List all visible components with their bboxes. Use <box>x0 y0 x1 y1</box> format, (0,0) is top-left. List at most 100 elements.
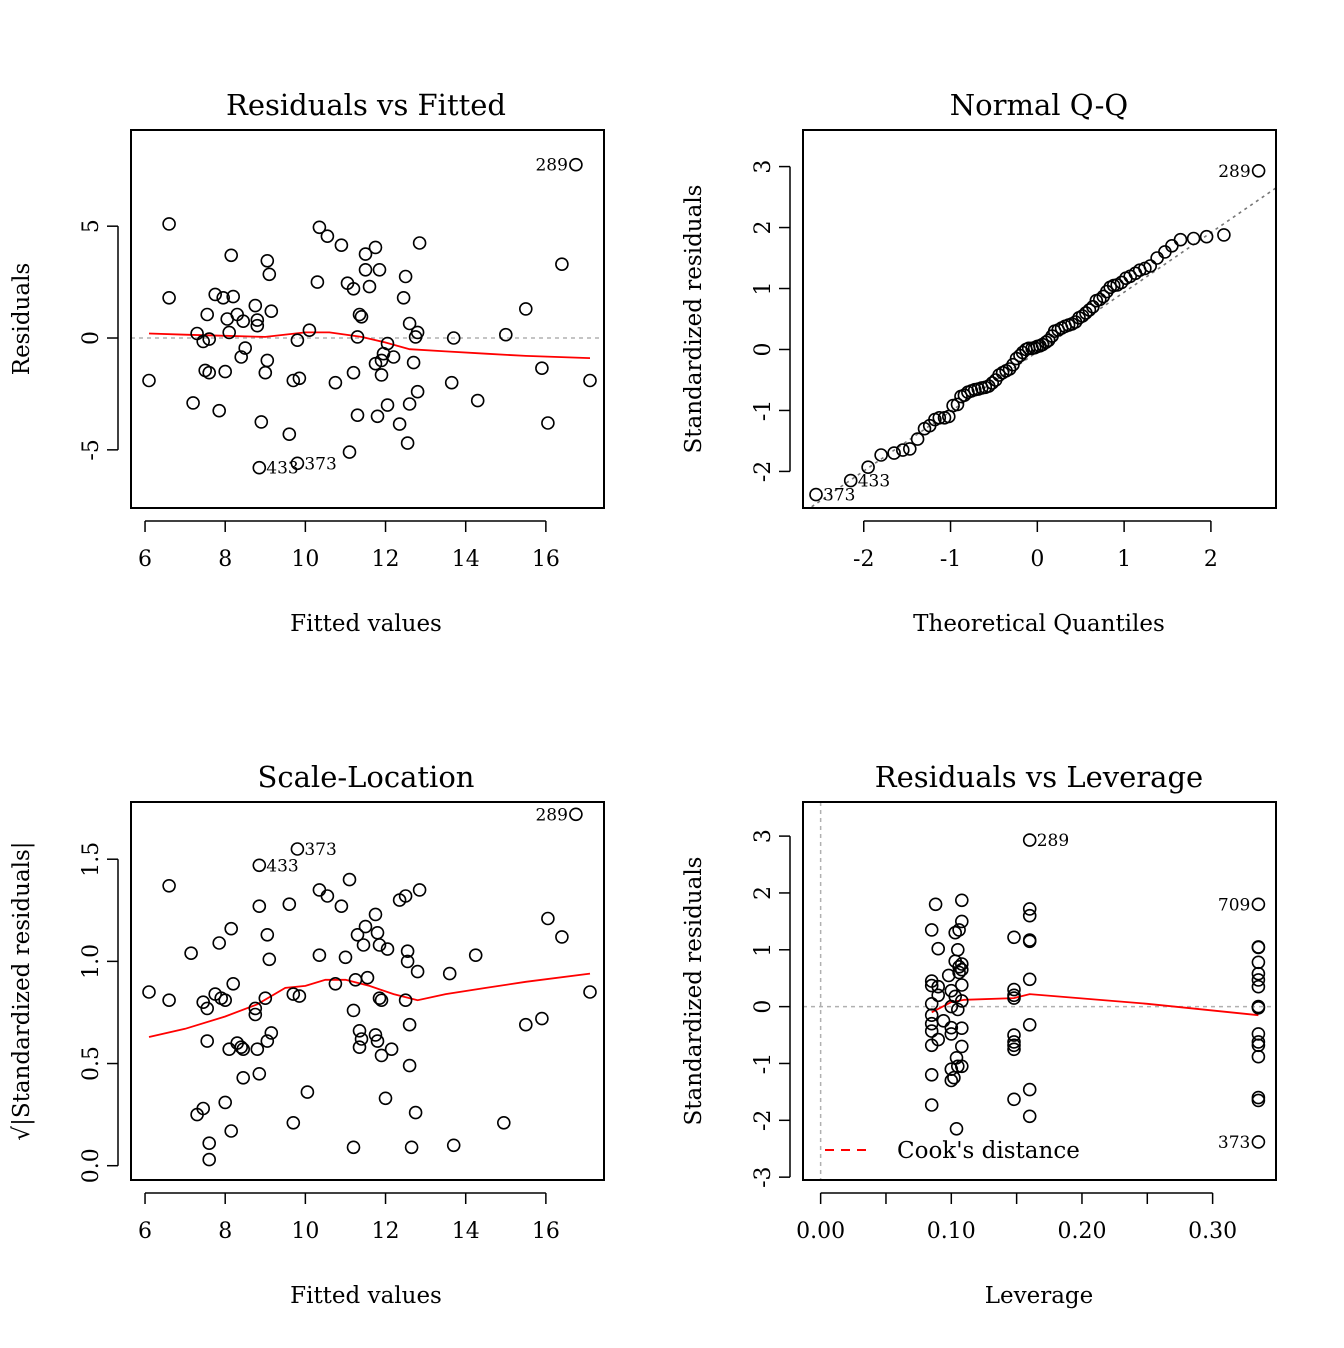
data-point <box>535 361 549 376</box>
data-point <box>282 427 297 442</box>
data-point <box>352 1024 367 1038</box>
data-point <box>286 1116 301 1130</box>
data-point <box>384 1042 399 1056</box>
x-tick-label: 10 <box>291 547 319 572</box>
data-point <box>470 393 485 408</box>
plot-area: 289 433 373 6 8 10 12 14 16 -5 0 5 <box>79 129 605 572</box>
data-point <box>949 1122 964 1136</box>
data-point <box>398 889 413 903</box>
data-point <box>402 397 417 411</box>
data-point <box>346 1003 361 1018</box>
data-point <box>950 397 965 412</box>
data-point <box>368 1028 383 1042</box>
data-point <box>1251 1049 1266 1064</box>
data-point <box>312 948 327 963</box>
data-point <box>252 899 267 914</box>
data-point <box>292 989 307 1003</box>
data-point <box>224 1124 238 1138</box>
data-point <box>350 408 365 423</box>
data-point <box>380 398 395 412</box>
data-point <box>931 988 946 1003</box>
chart-title: Residuals vs Fitted <box>226 88 506 122</box>
data-point <box>370 925 385 940</box>
data-point <box>328 375 343 390</box>
x-tick-label: -1 <box>940 547 961 572</box>
data-point <box>947 1070 961 1085</box>
data-point <box>1251 940 1266 955</box>
point-label: 433 <box>266 856 298 876</box>
point-label: 289 <box>1037 831 1069 851</box>
x-tick-label: 12 <box>372 547 400 572</box>
data-point <box>320 889 335 903</box>
data-point <box>142 985 156 999</box>
x-tick-label: 8 <box>218 1219 232 1244</box>
point-label: 289 <box>535 805 567 825</box>
data-point <box>346 281 361 296</box>
data-point <box>952 959 966 974</box>
data-point <box>518 302 533 316</box>
data-point <box>200 1001 214 1016</box>
data-point <box>1022 833 1037 847</box>
data-point <box>932 410 947 425</box>
data-point <box>1022 972 1037 987</box>
point-label: 433 <box>266 459 298 479</box>
data-point <box>254 415 269 429</box>
data-point <box>396 290 411 305</box>
y-tick-label: 3 <box>751 160 776 174</box>
y-tick-label: -3 <box>751 1166 776 1187</box>
data-point <box>1007 982 1021 997</box>
x-tick-label: 0 <box>1030 547 1044 572</box>
data-point <box>498 327 513 342</box>
data-point <box>386 350 401 364</box>
data-point <box>262 267 277 282</box>
point-label: 709 <box>1218 895 1250 915</box>
data-point <box>338 950 353 965</box>
y-tick-label: 1.5 <box>79 842 104 877</box>
point-label: 373 <box>823 486 855 506</box>
data-point <box>874 448 888 462</box>
data-point <box>398 269 413 284</box>
data-point <box>555 930 569 944</box>
data-point <box>1251 955 1266 970</box>
data-point <box>202 332 216 346</box>
data-point <box>936 1013 951 1028</box>
data-point <box>196 334 210 349</box>
data-point <box>380 336 395 351</box>
data-point <box>290 456 305 471</box>
data-point <box>250 318 265 333</box>
data-point <box>1007 991 1021 1005</box>
data-point <box>162 290 176 305</box>
x-tick-label: 12 <box>372 1219 400 1244</box>
data-point <box>948 925 963 940</box>
data-point <box>342 872 357 887</box>
data-point <box>1251 1090 1266 1105</box>
data-point <box>362 279 377 294</box>
data-point <box>583 373 597 388</box>
data-point <box>1007 1042 1021 1057</box>
data-point <box>402 1058 417 1073</box>
data-point <box>312 883 327 897</box>
data-point <box>264 1026 279 1040</box>
data-point <box>400 436 415 450</box>
data-point <box>1002 362 1017 376</box>
data-point <box>226 976 240 991</box>
x-tick-label: 8 <box>218 547 232 572</box>
data-point <box>300 1085 315 1099</box>
plot-frame <box>130 801 605 1181</box>
y-tick-label: 0 <box>751 1000 776 1014</box>
plot-area: 289 709 373 0.00 0.10 0.20 0.30 -3 -2 -1 0 1 2 3 <box>751 801 1277 1244</box>
data-point <box>1007 1028 1021 1042</box>
data-point <box>184 946 198 961</box>
data-point <box>952 923 966 937</box>
data-point <box>1251 897 1266 912</box>
data-point <box>1022 908 1037 923</box>
data-point <box>496 1116 511 1130</box>
data-point <box>1022 1018 1037 1032</box>
x-tick-label: 14 <box>452 547 480 572</box>
y-tick-label: 2 <box>751 221 776 235</box>
data-point <box>368 907 383 922</box>
data-point <box>535 1011 549 1026</box>
data-point <box>1251 164 1266 178</box>
